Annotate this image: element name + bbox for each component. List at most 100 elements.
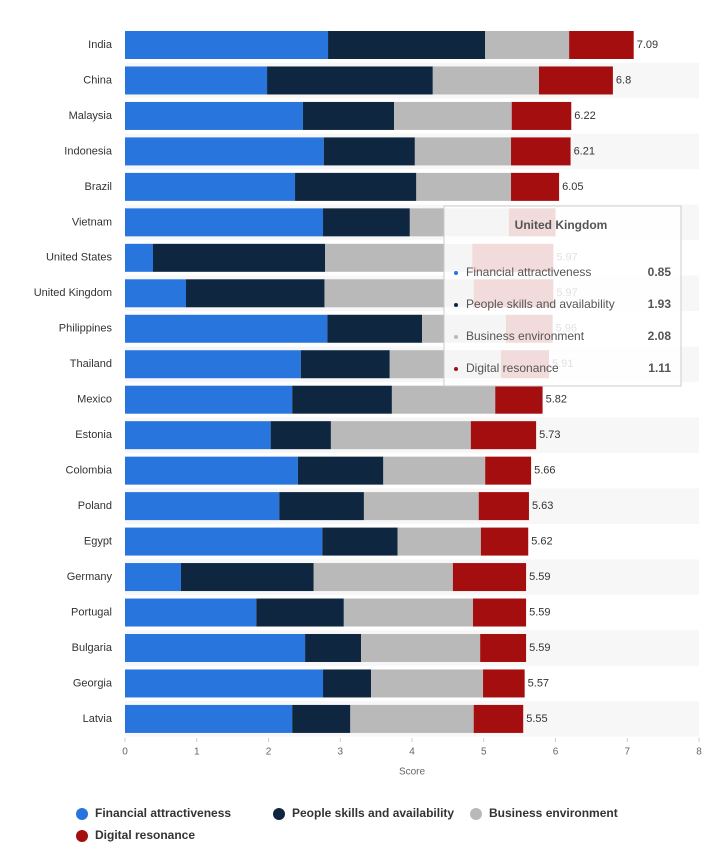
y-tick-label: Vietnam [72,216,112,228]
tooltip-name: Financial attractiveness [466,265,591,279]
bar-segment [292,704,351,733]
bar-segment [323,137,415,166]
bar-segment [125,704,293,733]
bar-segment [125,350,301,379]
bar-segment [470,421,537,450]
bar-segment [125,456,298,485]
total-label: 5.55 [526,713,547,725]
bar-segment [125,633,306,662]
x-tick-label: 6 [553,747,559,758]
bar-segment [511,137,571,166]
bar-segment [125,385,293,414]
tooltip-name: Business environment [466,329,585,343]
bar-segment [569,31,634,59]
bar-segment [330,421,471,450]
y-tick-label: Philippines [59,323,113,335]
x-axis-label: Score [399,767,426,778]
y-tick-label: Malaysia [69,110,113,122]
total-label: 5.57 [528,677,549,689]
bar-segment [185,279,325,308]
legend-label: People skills and availability [292,806,454,820]
legend-marker [470,808,482,820]
bar-segment [323,208,410,237]
bar-segment [361,633,481,662]
tooltip-name: Digital resonance [466,361,559,375]
bar-segment [452,563,527,592]
y-tick-label: United Kingdom [34,287,112,299]
bar-segment [327,314,423,343]
total-label: 5.62 [531,535,552,547]
total-label: 5.59 [529,606,550,618]
tooltip-value: 1.11 [648,361,671,375]
bar-segment [397,527,481,556]
x-tick-label: 8 [696,747,702,758]
bar-segment [511,101,572,130]
y-tick-label: Egypt [84,535,112,547]
y-tick-label: Brazil [84,181,112,193]
bar-segment [394,101,512,130]
bar-segment [125,598,257,627]
bar-segment [480,527,529,556]
legend-label: Business environment [489,806,618,820]
y-tick-label: Germany [67,571,113,583]
bar-segment [152,243,326,272]
y-tick-label: United States [46,252,113,264]
bar-segment [432,66,539,95]
total-label: 6.8 [616,74,631,86]
tooltip-bullet [454,367,458,371]
bar-segment [478,492,529,521]
tooltip-bullet [454,303,458,307]
y-tick-label: Poland [78,500,112,512]
total-label: 6.22 [574,110,595,122]
bar-segment [125,421,271,450]
x-tick-label: 1 [194,747,200,758]
y-tick-label: India [88,39,113,51]
x-tick-label: 0 [122,747,128,758]
bar-segment [302,101,395,130]
total-label: 6.21 [574,145,595,157]
total-label: 7.09 [637,39,658,51]
bar-segment [125,31,329,59]
total-label: 5.59 [529,642,550,654]
y-tick-label: Latvia [83,713,113,725]
tooltip-value: 2.08 [648,329,672,343]
y-tick-label: Mexico [77,394,112,406]
bar-segment [383,456,486,485]
bar-segment [313,563,453,592]
bar-segment [125,101,303,130]
y-tick-label: Portugal [71,606,112,618]
bar-segment [270,421,331,450]
x-tick-label: 5 [481,747,487,758]
bar-segment [495,385,543,414]
total-label: 5.82 [546,394,567,406]
total-label: 5.73 [539,429,560,441]
y-tick-label: Estonia [75,429,113,441]
legend-marker [76,808,88,820]
bar-segment [125,208,324,237]
total-label: 5.59 [529,571,550,583]
bar-segment [371,669,484,698]
bar-segment [279,492,364,521]
total-label: 5.66 [534,465,555,477]
bar-segment [472,598,527,627]
x-tick-label: 3 [337,747,343,758]
tooltip-bullet [454,335,458,339]
legend-label: Financial attractiveness [95,806,231,820]
bar-segment [300,350,390,379]
bar-segment [297,456,384,485]
x-tick-label: 2 [266,747,272,758]
legend-label: Digital resonance [95,828,195,842]
bar-segment [473,704,524,733]
bar-segment [125,492,280,521]
bar-segment [391,385,496,414]
bar-segment [322,527,398,556]
bar-segment [125,243,153,272]
bar-segment [180,563,314,592]
bar-segment [483,669,525,698]
bar-segment [125,527,323,556]
bar-segment [538,66,613,95]
legend-marker [273,808,285,820]
bar-segment [343,598,473,627]
bar-segment [125,66,268,95]
